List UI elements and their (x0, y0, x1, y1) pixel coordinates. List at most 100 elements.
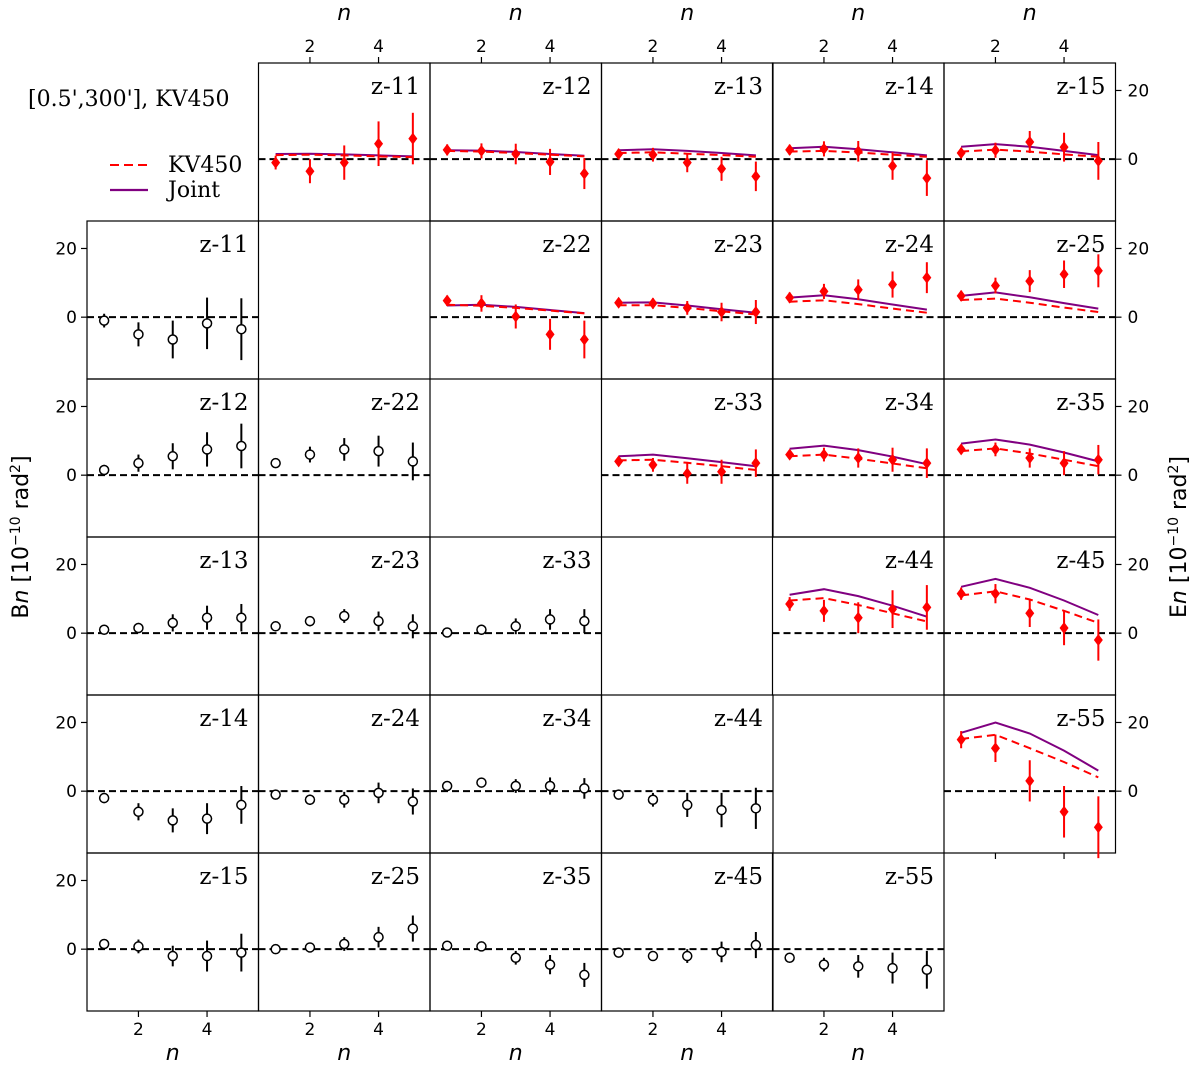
e-panel-z-22-point-1 (442, 294, 452, 307)
x-axis-label-top: n (509, 1, 523, 26)
b-panel-z-12-point-5 (236, 440, 247, 452)
e-panel-z-45-title: z-45 (1056, 548, 1105, 574)
x-axis-label-top: n (851, 1, 865, 26)
b-panel-z-24-point-3 (339, 794, 350, 806)
e-panel-z-35-point-3 (1025, 452, 1035, 464)
e-panel-z-22-point-3 (511, 310, 521, 323)
e-panel-z-14-point-4 (888, 160, 898, 173)
b-panel-z-25-point-5 (407, 923, 419, 934)
b-panel-z-15-title: z-15 (199, 864, 248, 890)
e-panel-z-35-point-4 (1059, 457, 1069, 470)
b-panel-z-55-frame (771, 852, 945, 1012)
e-panel-z-24-point-2 (819, 285, 829, 298)
e-panel-z-34-point-1 (785, 448, 795, 461)
x-tick-top-label: 4 (716, 37, 727, 57)
b-panel-z-35-title: z-35 (542, 864, 591, 890)
e-panel-z-35-title: z-35 (1056, 390, 1105, 416)
x-tick-bottom-label: 2 (648, 1020, 659, 1040)
b-panel-z-55-point-4 (887, 962, 898, 974)
e-panel-z-25-point-4 (1059, 268, 1069, 281)
e-panel-z-35-point-5 (1093, 453, 1103, 466)
e-panel-z-55-kv450-line (960, 733, 1099, 779)
b-panel-z-24: z-24 (257, 694, 431, 854)
x-axis-label-top: n (680, 1, 694, 26)
b-panel-z-45-point-5 (750, 939, 762, 951)
e-panel-z-23-point-2 (648, 297, 658, 310)
x-tick-top-label: 2 (819, 37, 830, 57)
b-panel-z-12-point-2 (133, 457, 144, 469)
e-panel-z-11-point-5 (408, 132, 418, 145)
y-tick-left-label: 0 (66, 624, 77, 644)
b-panel-z-11-point-3 (167, 334, 178, 345)
b-panel-z-15-point-3 (167, 950, 178, 962)
y-tick-left-label: 20 (55, 713, 77, 733)
e-panel-z-13: z-13 (600, 62, 774, 222)
b-panel-z-44: z-44 (600, 694, 774, 854)
e-panel-z-55-joint-line (960, 721, 1099, 772)
e-panel-z-13-point-3 (682, 156, 692, 169)
x-tick-top-label: 2 (648, 37, 659, 57)
x-tick-bottom-label: 2 (819, 1020, 830, 1040)
b-panel-z-12-point-1 (98, 464, 110, 476)
b-panel-z-34-point-1 (441, 780, 453, 792)
b-panel-z-45: z-45 (600, 852, 774, 1012)
b-panel-z-44-point-1 (613, 789, 624, 800)
b-panel-z-25-point-4 (373, 931, 384, 943)
x-tick-top-label: 4 (1059, 37, 1070, 57)
b-panel-z-11-point-4 (201, 318, 213, 329)
e-panel-z-12-point-1 (442, 143, 452, 156)
x-tick-top-label: 2 (990, 37, 1001, 57)
e-panel-z-44-point-2 (819, 604, 829, 617)
e-panel-z-12-point-5 (579, 167, 589, 180)
e-panel-z-13-point-2 (648, 148, 658, 161)
b-panel-z-25-point-2 (304, 942, 316, 953)
y-tick-right-label: 0 (1128, 782, 1139, 802)
e-panel-z-11: z-11 (257, 62, 431, 222)
b-panel-z-45-title: z-45 (714, 864, 763, 890)
b-panel-z-14: z-14 (86, 694, 260, 854)
y-tick-right-label: 0 (1128, 466, 1139, 486)
y-tick-right-label: 0 (1128, 308, 1139, 328)
b-panel-z-55-point-1 (784, 952, 795, 964)
y-axis-label-right: En [10−10 rad2] (1166, 456, 1192, 618)
x-tick-bottom-label: 4 (887, 1020, 898, 1040)
b-panel-z-35-point-3 (510, 952, 521, 964)
e-panel-z-33-point-2 (648, 458, 658, 471)
x-tick-top-label: 4 (373, 37, 384, 57)
y-tick-right-label: 0 (1128, 624, 1139, 644)
e-panel-z-13-title: z-13 (714, 74, 763, 100)
y-tick-right-label: 20 (1128, 713, 1150, 733)
e-panel-z-25-point-1 (956, 289, 966, 302)
b-panel-z-23-point-4 (373, 615, 384, 627)
e-panel-z-44-point-4 (888, 603, 898, 616)
b-panel-z-11: z-11 (86, 220, 260, 380)
b-panel-z-14-point-4 (201, 813, 213, 824)
y-tick-left-label: 0 (66, 308, 77, 328)
b-panel-z-12-point-3 (167, 451, 178, 462)
b-panel-z-25: z-25 (257, 852, 431, 1012)
e-panel-z-45-point-1 (956, 587, 966, 600)
b-panel-z-22-point-3 (339, 444, 350, 455)
b-panel-z-44-point-5 (750, 803, 762, 814)
b-panel-z-33-point-5 (579, 615, 590, 627)
e-panel-z-35-point-1 (956, 443, 966, 456)
e-panel-z-35-point-2 (990, 443, 1000, 456)
e-panel-z-34-point-4 (888, 453, 898, 466)
e-panel-z-55-point-4 (1059, 805, 1069, 818)
e-panel-z-15-point-5 (1093, 154, 1103, 167)
b-panel-z-33-point-4 (544, 614, 556, 625)
e-panel-z-44-point-3 (853, 611, 863, 624)
e-panel-z-13-joint-line (618, 148, 756, 157)
e-panel-z-45: z-45 (943, 536, 1117, 696)
b-panel-z-35-point-4 (544, 959, 556, 970)
x-axis-label-top: n (337, 1, 351, 26)
e-panel-z-13-point-1 (614, 148, 624, 161)
b-panel-z-11-point-5 (236, 323, 247, 335)
b-panel-z-55: z-55 (771, 852, 945, 1012)
e-panel-z-11-point-1 (271, 156, 281, 169)
legend: KV450 Joint (110, 153, 242, 203)
e-panel-z-34-title: z-34 (885, 390, 934, 416)
e-panel-z-25-point-3 (1025, 275, 1035, 288)
e-panel-z-22: z-22 (429, 220, 603, 380)
